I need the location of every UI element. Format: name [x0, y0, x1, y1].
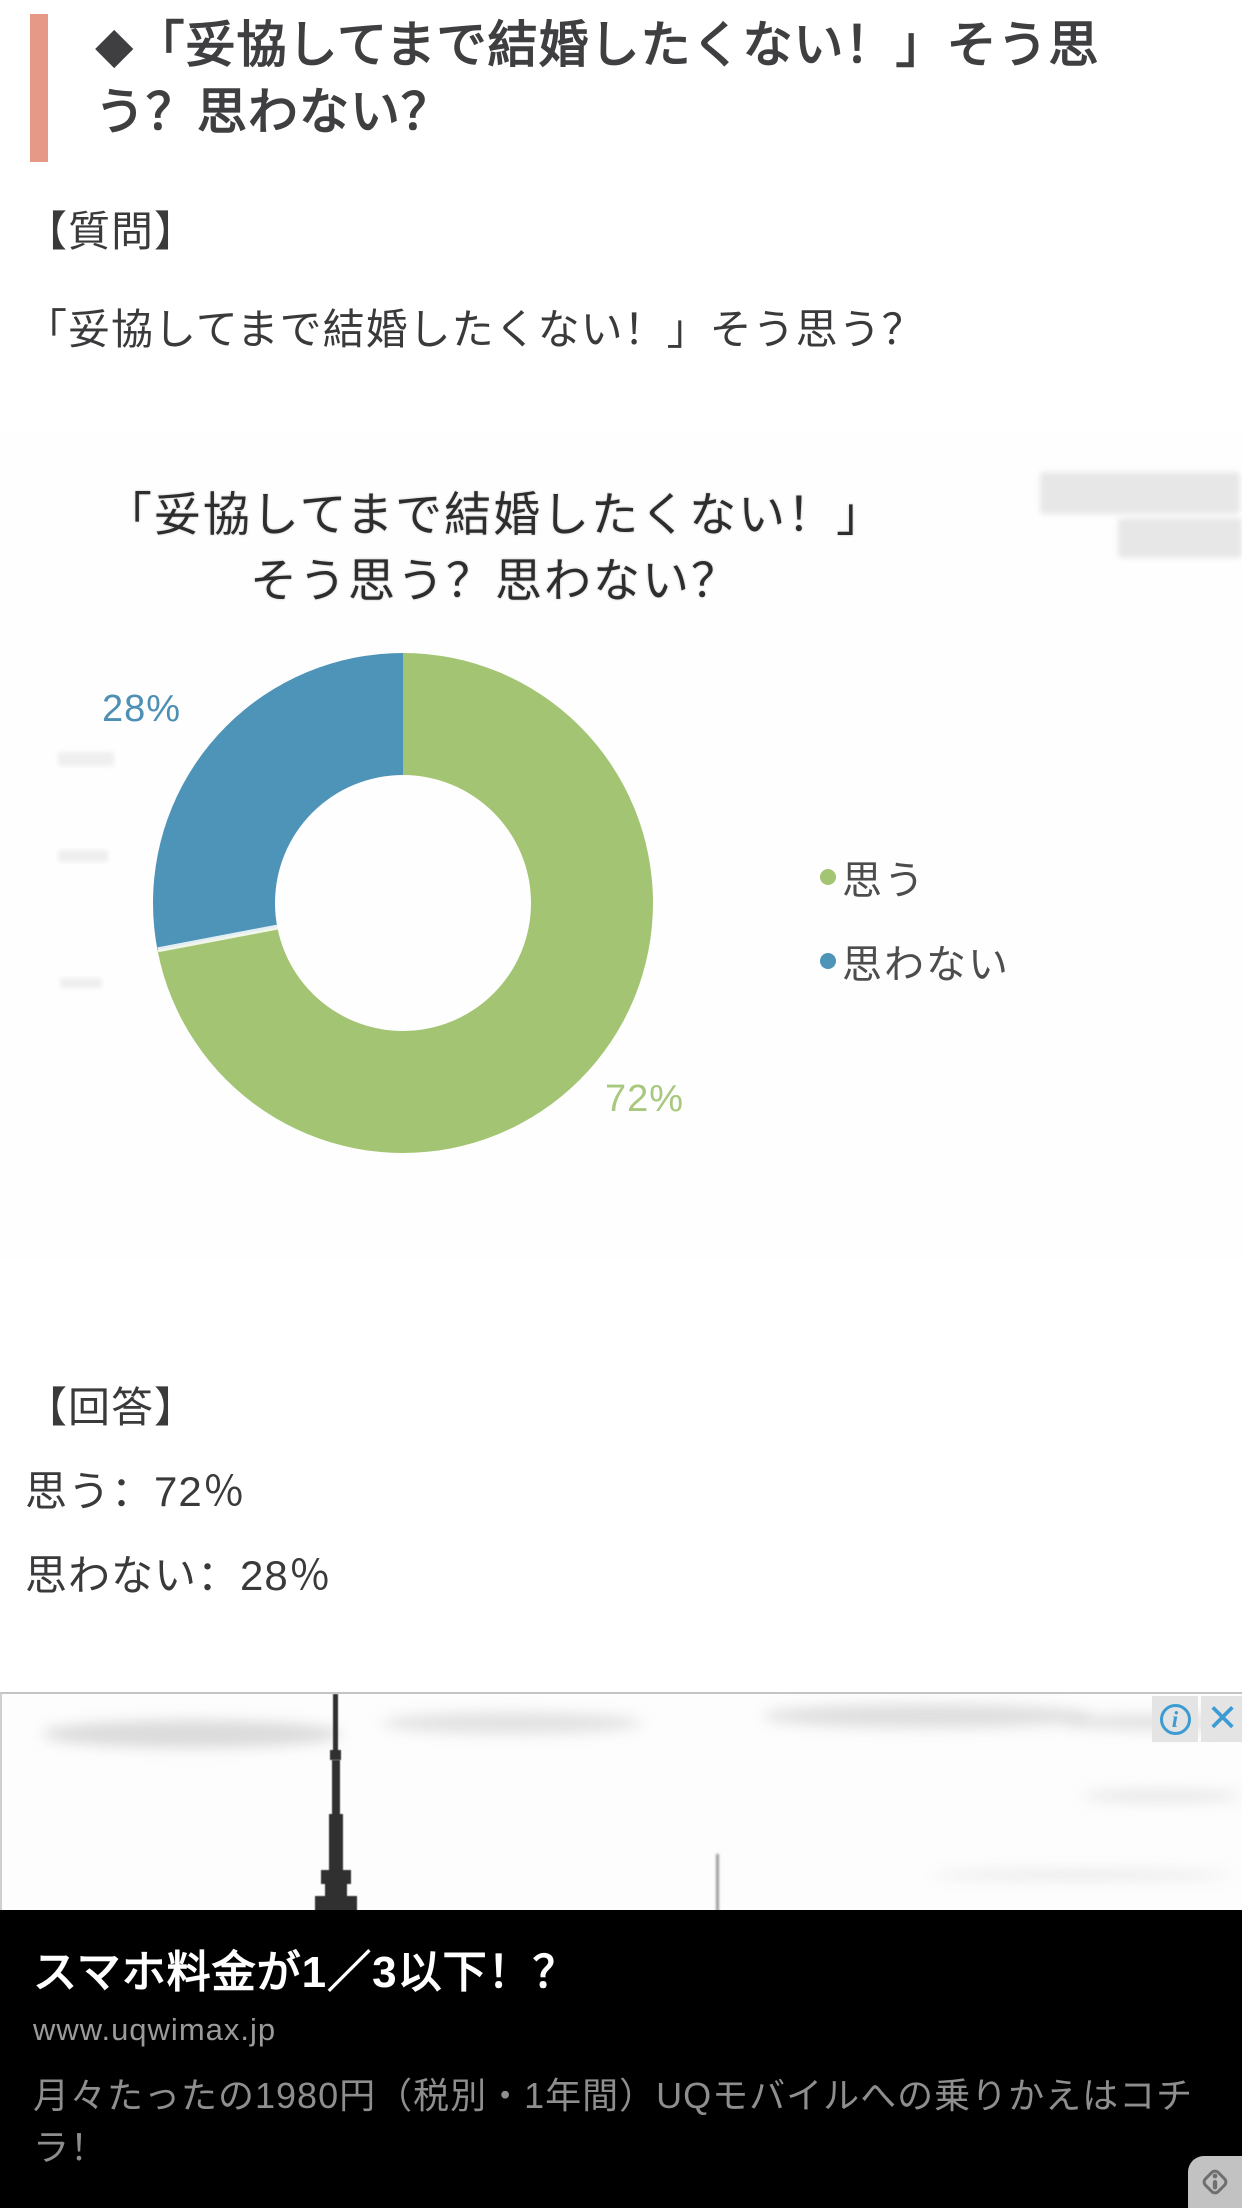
ad-close-button[interactable]: ✕: [1201, 1696, 1242, 1742]
jpeg-artifact: [60, 978, 102, 988]
legend-item-omowanai: 思わない: [820, 932, 1010, 990]
answer-line-omou: 思う：72％: [25, 1468, 246, 1515]
tower-knob: [330, 1750, 341, 1760]
ad-text-panel[interactable]: スマホ料金が1／3以下！？ www.uqwimax.jp 月々たったの1980円…: [0, 1910, 1242, 2208]
donut-hole: [275, 775, 531, 1031]
question-label: 【質問】: [25, 208, 198, 255]
legend-item-omou: 思う: [820, 848, 1010, 906]
cloud: [1082, 1790, 1242, 1802]
watermark-artifact: [1118, 518, 1242, 558]
adchoices-button[interactable]: [1188, 2156, 1242, 2208]
slice-label-omowanai: 28%: [102, 688, 182, 730]
chart-title-line2: そう思う？思わない？: [250, 554, 740, 607]
jpeg-artifact: [58, 752, 114, 766]
cloud: [762, 1704, 1092, 1728]
ad-headline[interactable]: スマホ料金が1／3以下！？: [33, 1948, 578, 1997]
donut-chart: [153, 653, 653, 1153]
answer-line-omowanai: 思わない：28％: [25, 1552, 332, 1599]
adchoices-icon: [1202, 2169, 1228, 2195]
ad-description[interactable]: 月々たったの1980円（税別・1年間）UQモバイルへの乗りかえはコチラ！: [33, 2075, 1194, 2168]
ad-photo-tower[interactable]: i ✕: [0, 1692, 1242, 1910]
tower-body: [315, 1896, 357, 1910]
tower-neck: [325, 1882, 347, 1898]
legend-swatch-green: [820, 869, 836, 885]
jpeg-artifact: [58, 850, 108, 862]
legend-label-omowanai: 思わない: [842, 943, 1010, 987]
legend-label-omou: 思う: [842, 859, 926, 903]
heading-accent-bar: [30, 14, 48, 162]
distant-spire: [716, 1854, 719, 1910]
answer-label: 【回答】: [25, 1384, 198, 1431]
watermark-artifact: [1040, 472, 1240, 514]
survey-chart-image: 「妥協してまで結婚したくない！」 そう思う？思わない？ 28% 72% 思う 思…: [0, 430, 1242, 1260]
cloud: [382, 1712, 642, 1734]
info-icon: i: [1159, 1703, 1191, 1735]
tower-collar: [321, 1870, 351, 1884]
chart-title-line1: 「妥協してまで結婚したくない！」: [104, 488, 886, 541]
ad-info-button[interactable]: i: [1152, 1696, 1198, 1742]
slice-label-omou: 72%: [605, 1078, 685, 1120]
tower-antenna: [332, 1760, 340, 1816]
chart-legend: 思う 思わない: [820, 848, 1010, 1016]
close-icon: ✕: [1206, 1698, 1239, 1740]
page-title: ◆「妥協してまで結婚したくない！」そう思う？思わない？: [95, 17, 1100, 140]
tower-antenna: [333, 1694, 338, 1754]
question-text: 「妥協してまで結婚したくない！」そう思う？: [25, 306, 925, 353]
legend-swatch-blue: [820, 953, 836, 969]
ad-banner[interactable]: i ✕ スマホ料金が1／3以下！？ www.uqwimax.jp 月々たったの1…: [0, 1692, 1242, 2208]
cloud: [42, 1720, 342, 1748]
tower-mast: [329, 1814, 343, 1872]
ad-url[interactable]: www.uqwimax.jp: [33, 2012, 277, 2047]
cloud: [932, 1870, 1232, 1880]
